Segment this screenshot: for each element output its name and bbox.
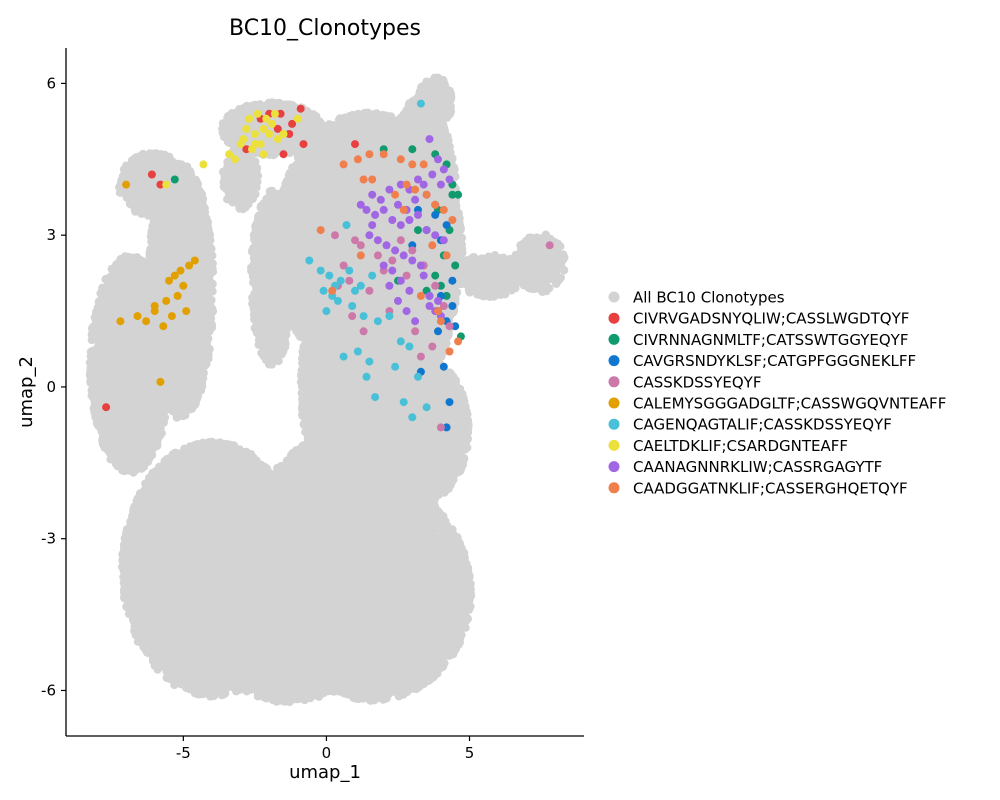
background-point bbox=[89, 326, 97, 334]
background-point bbox=[127, 458, 135, 466]
background-point bbox=[204, 351, 212, 359]
background-point bbox=[183, 396, 191, 404]
background-points-layer bbox=[86, 74, 569, 707]
chart-title: BC10_Clonotypes bbox=[229, 16, 421, 41]
background-point bbox=[208, 320, 216, 328]
background-point bbox=[199, 195, 207, 203]
background-point bbox=[146, 279, 154, 287]
background-point bbox=[109, 450, 117, 458]
background-point bbox=[118, 465, 126, 473]
background-point bbox=[136, 271, 144, 279]
background-point bbox=[150, 354, 158, 362]
background-point bbox=[99, 291, 107, 299]
background-point bbox=[172, 410, 180, 418]
background-point bbox=[197, 386, 205, 394]
background-point bbox=[169, 402, 177, 410]
background-point bbox=[138, 210, 146, 218]
background-point bbox=[140, 463, 148, 471]
background-point bbox=[153, 436, 161, 444]
background-point bbox=[133, 253, 141, 261]
background-point bbox=[193, 181, 201, 189]
background-point bbox=[188, 404, 196, 412]
background-point bbox=[106, 274, 114, 282]
background-point bbox=[146, 292, 154, 300]
background-point bbox=[87, 375, 95, 383]
background-point bbox=[126, 258, 134, 266]
background-point bbox=[163, 208, 171, 216]
background-region-core bbox=[125, 159, 181, 211]
background-point bbox=[94, 314, 102, 322]
background-point bbox=[90, 404, 98, 412]
background-region-core bbox=[154, 188, 208, 394]
background-point bbox=[150, 223, 158, 231]
background-point bbox=[87, 348, 95, 356]
background-point bbox=[117, 269, 125, 277]
